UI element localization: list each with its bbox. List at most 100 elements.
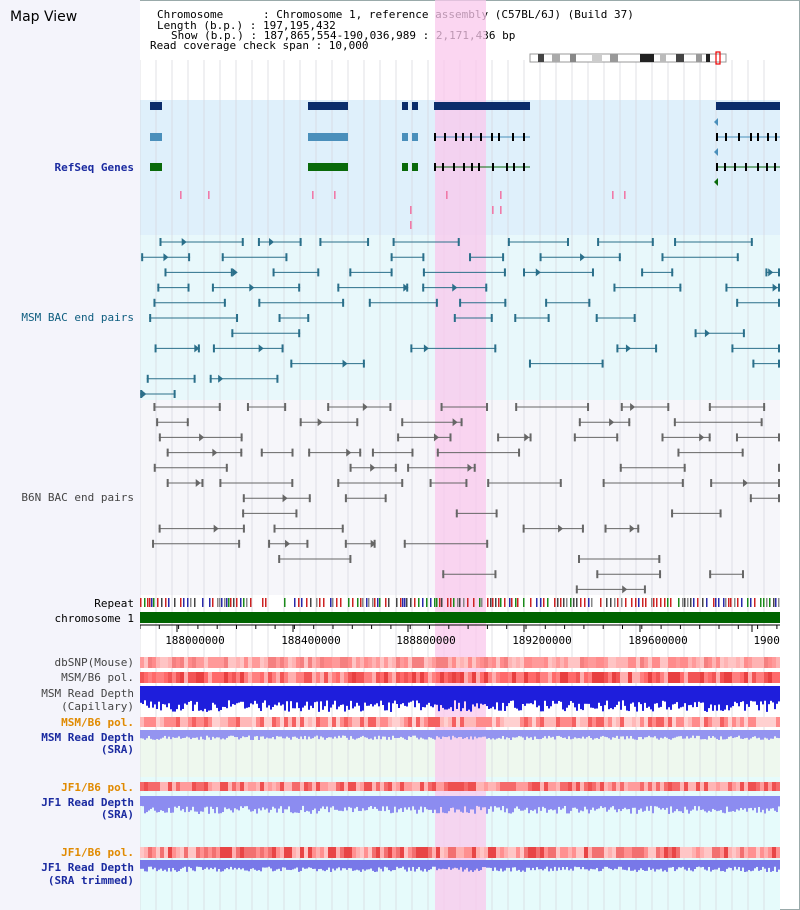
- b6n-bac-label[interactable]: B6N BAC end pairs: [21, 491, 134, 504]
- jf1-b6-pol-cell: [480, 782, 484, 791]
- jf1-trimmed-depth-bar: [594, 860, 596, 870]
- msm-b6-pol-cell: [504, 672, 508, 683]
- msm-pair-end: [504, 298, 507, 307]
- jf1-b6-pol2-cell: [588, 847, 592, 858]
- msm-sra-depth-bar: [634, 730, 636, 740]
- msm-sra-depth-bar: [424, 730, 426, 740]
- msm-sra-depth-bar: [630, 730, 632, 737]
- jf1-b6-pol2-cell: [364, 847, 368, 858]
- msm-sra-depth-bar: [668, 730, 670, 740]
- jf1-depth-bar: [608, 796, 610, 810]
- jf1-depth-bar: [778, 796, 780, 807]
- msm-sra-depth-bar: [256, 730, 258, 737]
- gene-exon-mark: [767, 133, 769, 141]
- repeat-mark: [233, 598, 235, 607]
- jf1-trimmed-depth-bar: [774, 860, 776, 867]
- gene-exon-mark: [480, 133, 482, 141]
- msm-depth-bar: [386, 686, 388, 711]
- msm-depth-bar: [542, 686, 544, 712]
- msm-depth-bar: [192, 686, 194, 712]
- repeat-mark: [728, 598, 730, 607]
- jf1-b6-pol-cell: [264, 782, 268, 791]
- msm-pair-end: [655, 344, 658, 353]
- genome-track[interactable]: 188000000 188400000 188800000 189200000 1896…: [140, 0, 780, 910]
- b6n-pair-end: [587, 403, 590, 411]
- repeat-mark: [306, 598, 308, 607]
- repeat-mark: [410, 598, 412, 607]
- msm-b6-pol-sra-cell: [488, 717, 492, 727]
- msm-depth-bar: [700, 686, 702, 703]
- jf1-trimmed-depth-bar: [732, 860, 734, 871]
- msm-depth-bar: [538, 686, 540, 706]
- refseq-genes-label[interactable]: RefSeq Genes: [54, 161, 134, 174]
- jf1-b6-pol2-cell: [660, 847, 664, 858]
- jf1-b6-pol2-cell: [408, 847, 412, 858]
- msm-bac-pairs[interactable]: [140, 238, 780, 398]
- jf1-trimmed-depth-bar: [632, 860, 634, 871]
- repeat-mark: [284, 598, 286, 607]
- jf1-b6-pol-cell: [268, 782, 272, 791]
- jf1-depth-bar: [262, 796, 264, 808]
- jf1-trimmed-depth-bar: [658, 860, 660, 870]
- jf1-trimmed-depth-bar: [674, 860, 676, 872]
- msm-sra-depth-bar: [654, 730, 656, 737]
- msm-depth-bar: [420, 686, 422, 711]
- jf1-b6-pol-cell: [700, 782, 704, 791]
- jf1-trimmed-depth-bar: [248, 860, 250, 872]
- coverage-span-info: Read coverage check span : 10,000: [150, 39, 369, 52]
- jf1-b6-pol2-cell: [392, 847, 396, 858]
- msm-pair-end: [187, 283, 190, 292]
- jf1-depth-bar: [762, 796, 764, 810]
- jf1-b6-pol-cell: [352, 782, 356, 791]
- msm-sra-depth-bar: [384, 730, 386, 737]
- jf1-depth-bar: [598, 796, 600, 809]
- msm-b6-pol-sra-cell: [272, 717, 276, 727]
- msm-sra-depth-bar: [760, 730, 762, 740]
- jf1-b6-pol2-cell: [772, 847, 776, 858]
- msm-sra-depth-bar: [174, 730, 176, 738]
- jf1-b6-pol-cell: [432, 782, 436, 791]
- msm-depth-bar: [582, 686, 584, 711]
- msm-sra-depth-bar: [206, 730, 208, 736]
- jf1-b6-pol-cell: [616, 782, 620, 791]
- jf1-b6-pol2-cell: [152, 847, 156, 858]
- jf1-depth-bar: [710, 796, 712, 812]
- msm-depth-bar: [750, 686, 752, 701]
- msm-depth-bar: [332, 686, 334, 705]
- jf1-b6-pol-cell: [372, 782, 376, 791]
- jf1-depth-bar: [534, 796, 536, 810]
- jf1-b6-pol2-cell: [656, 847, 660, 858]
- highlight-region[interactable]: [435, 0, 486, 910]
- jf1-depth-bar: [318, 796, 320, 812]
- msm-sra-depth-bar: [548, 730, 550, 736]
- jf1-depth-bar: [578, 796, 580, 813]
- msm-b6-pol-sra-cell: [728, 717, 732, 727]
- msm-depth-bar: [608, 686, 610, 710]
- b6n-pair-end: [291, 479, 294, 487]
- length-info: Length (b.p.) : 197,195,432: [157, 19, 336, 32]
- msm-sra-depth-bar: [578, 730, 580, 739]
- jf1-b6-pol2-cell: [280, 847, 284, 858]
- msm-sra-depth-bar: [342, 730, 344, 736]
- msm-pair-end: [410, 344, 413, 353]
- refseq-genes[interactable]: [150, 102, 780, 229]
- jf1-depth-bar: [516, 796, 518, 807]
- jf1-trimmed-depth-bar: [736, 860, 738, 870]
- msm-sra-depth-bar: [280, 730, 282, 737]
- msm-b6-pol-sra-cell: [184, 717, 188, 727]
- b6n-bac-pairs[interactable]: [152, 403, 780, 594]
- dbsnp-cell: [188, 657, 192, 668]
- msm-b6-pol-sra-cell: [216, 717, 220, 727]
- msm-bac-label[interactable]: MSM BAC end pairs: [21, 311, 134, 324]
- jf1-depth-bar: [530, 796, 532, 811]
- msm-b6-pol-cell: [276, 672, 280, 683]
- jf1-b6-pol2-cell: [448, 847, 452, 858]
- dbsnp-cell: [224, 657, 228, 668]
- msm-b6-pol-cell: [544, 672, 548, 683]
- dbsnp-cell: [528, 657, 532, 668]
- chromosome-ideogram[interactable]: [529, 51, 727, 65]
- msm-b6-pol-cell: [508, 672, 512, 683]
- msm-pair-end: [231, 329, 234, 338]
- jf1-trimmed-depth-bar: [252, 860, 254, 869]
- jf1-depth-bar: [686, 796, 688, 810]
